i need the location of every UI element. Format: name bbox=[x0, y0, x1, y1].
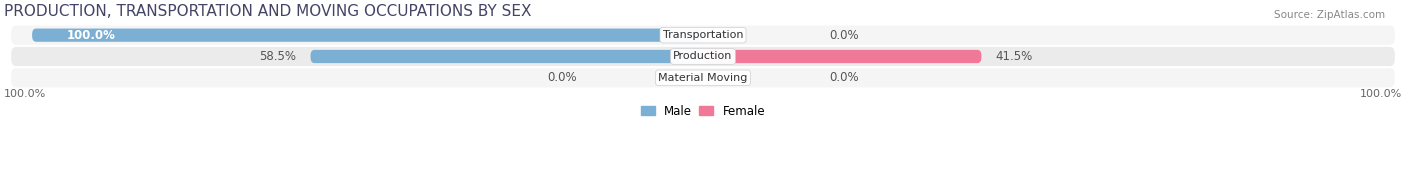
Legend: Male, Female: Male, Female bbox=[636, 100, 770, 122]
FancyBboxPatch shape bbox=[32, 29, 703, 42]
Text: Production: Production bbox=[673, 52, 733, 62]
Text: 0.0%: 0.0% bbox=[828, 71, 859, 84]
Text: 100.0%: 100.0% bbox=[1360, 89, 1402, 99]
Text: PRODUCTION, TRANSPORTATION AND MOVING OCCUPATIONS BY SEX: PRODUCTION, TRANSPORTATION AND MOVING OC… bbox=[4, 4, 531, 19]
Text: 0.0%: 0.0% bbox=[547, 71, 578, 84]
FancyBboxPatch shape bbox=[11, 47, 1395, 66]
Text: 41.5%: 41.5% bbox=[995, 50, 1032, 63]
Text: 100.0%: 100.0% bbox=[4, 89, 46, 99]
Text: 0.0%: 0.0% bbox=[828, 29, 859, 42]
Text: Transportation: Transportation bbox=[662, 30, 744, 40]
Text: Source: ZipAtlas.com: Source: ZipAtlas.com bbox=[1274, 10, 1385, 20]
Text: 100.0%: 100.0% bbox=[67, 29, 115, 42]
FancyBboxPatch shape bbox=[11, 68, 1395, 87]
FancyBboxPatch shape bbox=[11, 25, 1395, 45]
Text: 58.5%: 58.5% bbox=[260, 50, 297, 63]
FancyBboxPatch shape bbox=[311, 50, 703, 63]
Text: Material Moving: Material Moving bbox=[658, 73, 748, 83]
FancyBboxPatch shape bbox=[703, 50, 981, 63]
